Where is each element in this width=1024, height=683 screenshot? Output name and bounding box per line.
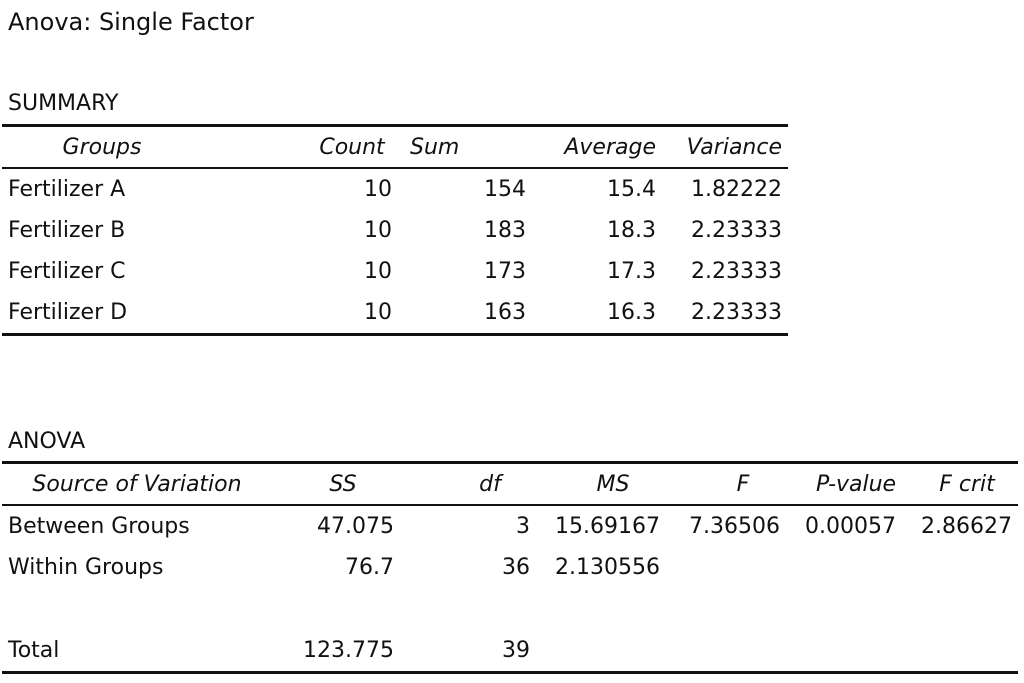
summary-variance: 1.82222 [691, 177, 782, 202]
anova-label: ANOVA [8, 429, 86, 454]
summary-header-groups: Groups [2, 124, 202, 169]
anova-f [666, 588, 786, 630]
summary-variance: 2.23333 [691, 218, 782, 243]
anova-df [400, 588, 536, 630]
summary-table: Groups Count Sum Average Variance Fertil… [2, 124, 788, 336]
table-row: Fertilizer B 10 183 18.3 2.23333 [2, 210, 788, 251]
summary-sum: 183 [484, 218, 526, 243]
anova-header-df: df [400, 461, 536, 506]
anova-table: Source of Variation SS df MS F P-value F… [2, 461, 1018, 674]
anova-ms: 15.69167 [555, 514, 660, 539]
summary-label: SUMMARY [8, 91, 119, 116]
summary-group-name: Fertilizer A [8, 177, 126, 202]
summary-count: 10 [364, 177, 392, 202]
anova-df: 39 [400, 630, 536, 674]
summary-sum: 154 [484, 177, 526, 202]
anova-header-ss: SS [272, 461, 400, 506]
summary-sum: 173 [484, 259, 526, 284]
summary-header-average: Average [532, 124, 662, 169]
summary-count: 10 [364, 218, 392, 243]
anova-f-crit [902, 588, 1018, 630]
anova-p-value [786, 630, 902, 674]
anova-header-f: F [666, 461, 786, 506]
summary-group-name: Fertilizer D [2, 292, 202, 336]
summary-variance: 2.23333 [662, 292, 788, 336]
anova-f: 7.36506 [689, 514, 780, 539]
summary-header-count: Count [202, 124, 398, 169]
anova-p-value [786, 547, 902, 588]
anova-f-crit [902, 547, 1018, 588]
summary-group-name: Fertilizer C [8, 259, 126, 284]
anova-ss [272, 588, 400, 630]
anova-f-crit [902, 630, 1018, 674]
summary-header-sum: Sum [398, 124, 532, 169]
anova-ss: 123.775 [272, 630, 400, 674]
summary-count: 10 [202, 292, 398, 336]
anova-ms: 2.130556 [555, 555, 660, 580]
anova-header-p-value: P-value [786, 461, 902, 506]
anova-ms [536, 630, 666, 674]
anova-ss: 76.7 [345, 555, 394, 580]
summary-variance: 2.23333 [691, 259, 782, 284]
anova-df: 3 [516, 514, 530, 539]
anova-ss: 47.075 [317, 514, 394, 539]
summary-group-name: Fertilizer B [8, 218, 126, 243]
anova-ms [536, 588, 666, 630]
page-title: Anova: Single Factor [8, 8, 254, 36]
anova-source: Between Groups [8, 514, 190, 539]
anova-df: 36 [502, 555, 530, 580]
summary-average: 17.3 [607, 259, 656, 284]
summary-header-row: Groups Count Sum Average Variance [2, 124, 788, 169]
table-row: Fertilizer C 10 173 17.3 2.23333 [2, 251, 788, 292]
summary-average: 15.4 [607, 177, 656, 202]
anova-header-row: Source of Variation SS df MS F P-value F… [2, 461, 1018, 506]
table-row: Total 123.775 39 [2, 630, 1018, 674]
anova-p-value: 0.00057 [805, 514, 896, 539]
table-row [2, 588, 1018, 630]
table-row: Fertilizer D 10 163 16.3 2.23333 [2, 292, 788, 336]
anova-f-crit: 2.86627 [921, 514, 1012, 539]
summary-average: 16.3 [532, 292, 662, 336]
summary-header-variance: Variance [662, 124, 788, 169]
anova-source [2, 588, 272, 630]
summary-sum: 163 [398, 292, 532, 336]
table-row: Within Groups 76.7 36 2.130556 [2, 547, 1018, 588]
anova-source: Total [2, 630, 272, 674]
anova-header-source: Source of Variation [2, 461, 272, 506]
table-row: Between Groups 47.075 3 15.69167 7.36506… [2, 505, 1018, 547]
anova-header-ms: MS [536, 461, 666, 506]
anova-source: Within Groups [8, 555, 164, 580]
table-row: Fertilizer A 10 154 15.4 1.82222 [2, 168, 788, 210]
anova-header-f-crit: F crit [902, 461, 1018, 506]
summary-average: 18.3 [607, 218, 656, 243]
anova-f [666, 547, 786, 588]
summary-count: 10 [364, 259, 392, 284]
anova-p-value [786, 588, 902, 630]
anova-f [666, 630, 786, 674]
